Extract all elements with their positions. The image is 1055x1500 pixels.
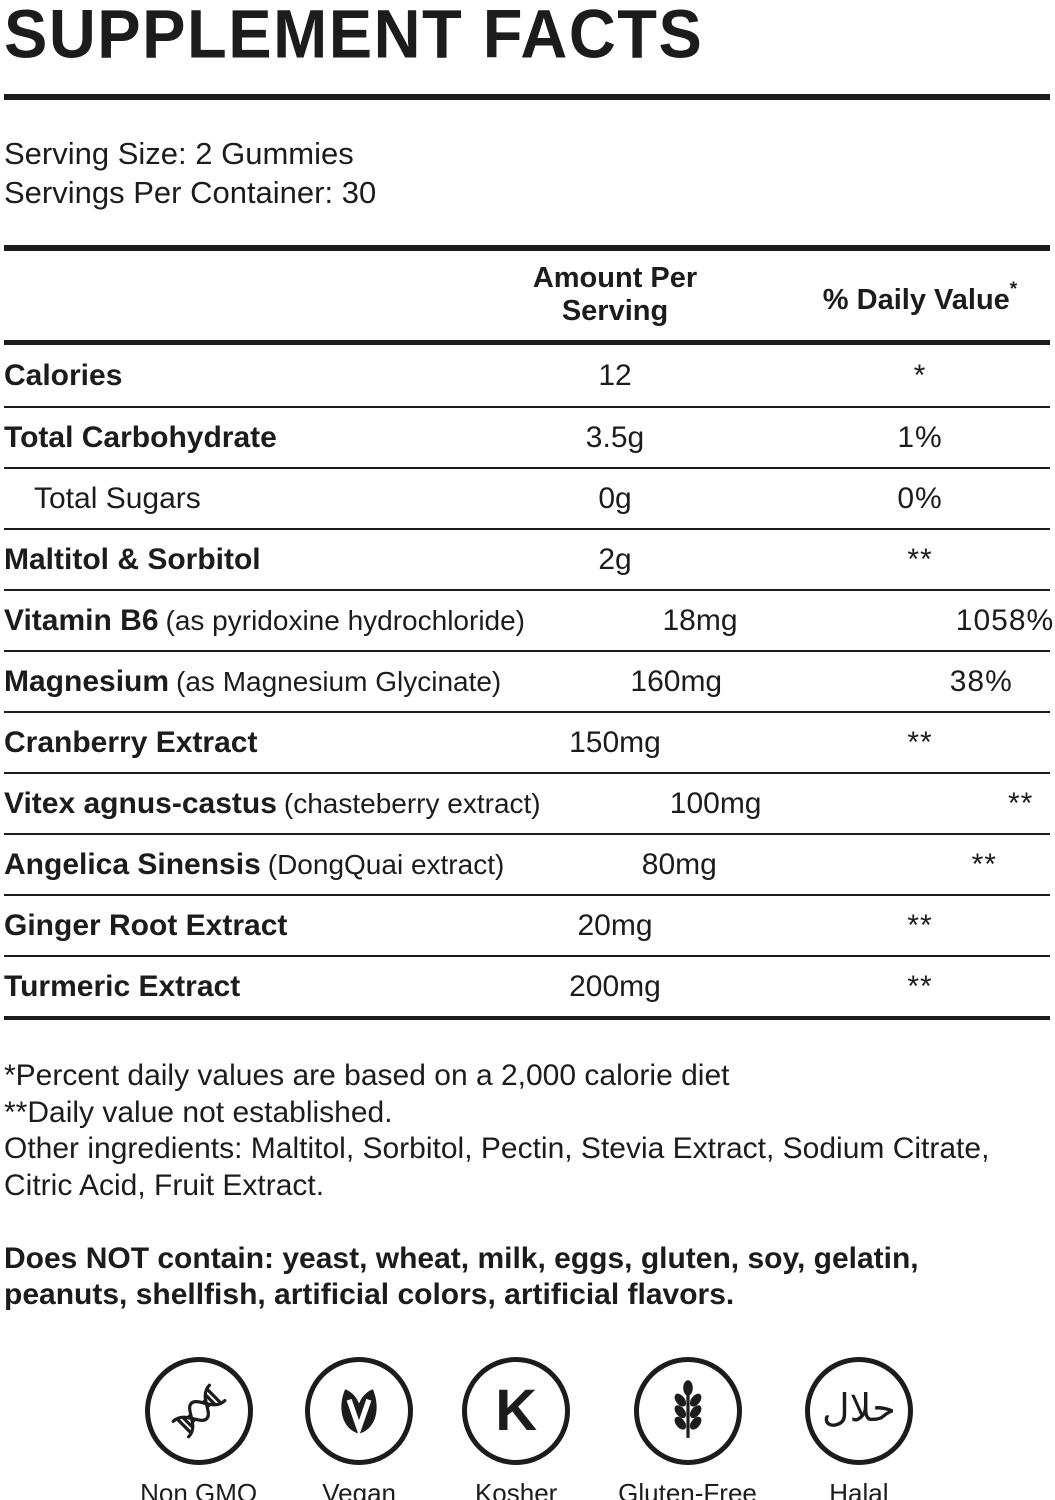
daily-value: ** — [907, 542, 933, 576]
nutrient-name: Turmeric Extract — [4, 969, 241, 1003]
daily-value: 1% — [897, 420, 943, 454]
amount-value: 160mg — [630, 664, 723, 698]
table-top-divider — [4, 245, 1050, 251]
table-row-maltitol-sorbitol: Maltitol & Sorbitol 2g ** — [4, 528, 1050, 589]
nutrient-note: (as pyridoxine hydrochloride) — [165, 604, 526, 636]
daily-value: * — [913, 358, 927, 392]
table-bottom-divider — [4, 1016, 1050, 1020]
title-divider — [4, 94, 1050, 100]
facts-table: Amount Per Serving % Daily Value* Calori… — [4, 251, 1053, 1020]
nutrient-note: (as Magnesium Glycinate) — [176, 665, 502, 697]
amount-value: 18mg — [662, 603, 738, 637]
footnotes: *Percent daily values are based on a 2,0… — [4, 1058, 1050, 1204]
nutrient-name: Angelica Sinensis — [4, 847, 261, 881]
table-row-calories: Calories 12 * — [4, 345, 1050, 406]
daily-value: ** — [907, 969, 933, 1003]
nutrient-note: (DongQuai extract) — [267, 848, 505, 880]
daily-value-asterisk: * — [1009, 278, 1018, 300]
kosher-k-icon: K — [462, 1357, 571, 1465]
badge-vegan: Vegan — [304, 1357, 414, 1500]
amount-value: 150mg — [569, 725, 661, 759]
footnote-daily-values: *Percent daily values are based on a 2,0… — [4, 1059, 730, 1092]
dna-icon — [144, 1357, 253, 1465]
badge-kosher: K Kosher — [461, 1357, 571, 1500]
table-row-vitamin-b6: Vitamin B6 (as pyridoxine hydrochloride) … — [4, 589, 1053, 650]
badge-label: Non GMO — [140, 1478, 258, 1500]
page-title: SUPPLEMENT FACTS — [4, 0, 704, 73]
table-row-ginger-root-extract: Ginger Root Extract 20mg ** — [4, 894, 1050, 955]
vegan-leaves-icon — [305, 1357, 414, 1465]
amount-value: 200mg — [569, 969, 661, 1003]
nutrient-name: Vitex agnus-castus — [4, 786, 277, 820]
table-header-row: Amount Per Serving % Daily Value* — [4, 251, 1050, 345]
amount-value: 0g — [598, 481, 632, 515]
table-row-total-carbohydrate: Total Carbohydrate 3.5g 1% — [4, 406, 1050, 467]
other-ingredients: Other ingredients: Maltitol, Sorbitol, P… — [4, 1132, 990, 1202]
amount-value: 3.5g — [585, 420, 645, 454]
header-amount-per-serving: Amount Per Serving — [532, 261, 698, 327]
badge-label: Vegan — [322, 1478, 397, 1500]
amount-value: 80mg — [641, 847, 717, 881]
badge-non-gmo: Non GMO — [140, 1357, 257, 1500]
daily-value: ** — [907, 908, 933, 942]
amount-value: 100mg — [669, 786, 762, 820]
daily-value: ** — [907, 725, 933, 759]
header-daily-value: % Daily Value* — [822, 278, 1018, 316]
amount-value: 12 — [598, 358, 632, 392]
daily-value: 1058% — [955, 603, 1055, 637]
badge-label: Halal — [829, 1478, 889, 1500]
table-row-vitex-agnus-castus: Vitex agnus-castus (chasteberry extract) … — [4, 772, 1050, 833]
badge-gluten-free: Gluten-Free — [618, 1357, 757, 1500]
badge-label: Kosher — [474, 1478, 558, 1500]
servings-per-container: Servings Per Container: 30 — [4, 175, 377, 210]
badge-label: Gluten-Free — [618, 1478, 757, 1500]
nutrient-name: Ginger Root Extract — [4, 908, 288, 942]
nutrient-name: Vitamin B6 — [4, 603, 159, 637]
table-row-cranberry-extract: Cranberry Extract 150mg ** — [4, 711, 1050, 772]
table-row-total-sugars: Total Sugars 0g 0% — [4, 467, 1050, 528]
serving-info: Serving Size: 2 Gummies Servings Per Con… — [4, 134, 1050, 212]
wheat-icon — [633, 1357, 742, 1465]
daily-value: 38% — [949, 664, 1013, 698]
amount-value: 2g — [598, 542, 632, 576]
nutrient-name: Maltitol & Sorbitol — [4, 542, 261, 576]
table-row-turmeric-extract: Turmeric Extract 200mg ** — [4, 955, 1050, 1016]
table-row-magnesium: Magnesium (as Magnesium Glycinate) 160mg … — [4, 650, 1050, 711]
nutrient-name: Magnesium — [4, 664, 170, 698]
allergen-statement: Does NOT contain: yeast, wheat, milk, eg… — [4, 1242, 919, 1311]
badge-halal: حلال Halal — [804, 1357, 914, 1500]
nutrient-note: (chasteberry extract) — [283, 787, 541, 819]
footnote-dv-not-established: **Daily value not established. — [4, 1095, 393, 1129]
daily-value: ** — [1007, 786, 1034, 820]
table-row-angelica-sinensis: Angelica Sinensis (DongQuai extract) 80mg… — [4, 833, 1050, 894]
amount-value: 20mg — [577, 908, 653, 942]
nutrient-name: Total Sugars — [34, 481, 201, 515]
daily-value: ** — [971, 847, 997, 881]
certification-badges: Non GMO Vegan K Kosher — [4, 1357, 1050, 1500]
nutrient-name: Total Carbohydrate — [4, 420, 277, 454]
nutrient-name: Cranberry Extract — [4, 725, 258, 759]
halal-arabic-icon: حلال — [804, 1357, 913, 1465]
serving-size: Serving Size: 2 Gummies — [4, 136, 354, 171]
nutrient-name: Calories — [4, 358, 123, 392]
daily-value: 0% — [897, 481, 943, 515]
